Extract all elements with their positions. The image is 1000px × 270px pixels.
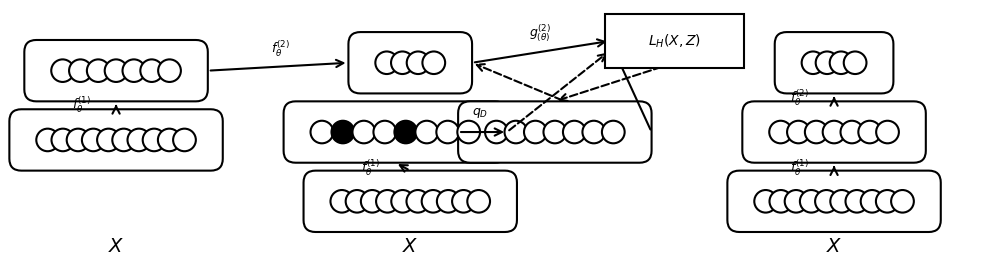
- Circle shape: [158, 59, 181, 82]
- Circle shape: [467, 190, 490, 212]
- Circle shape: [754, 190, 777, 212]
- FancyBboxPatch shape: [24, 40, 208, 101]
- Circle shape: [140, 59, 163, 82]
- Circle shape: [436, 121, 459, 143]
- FancyBboxPatch shape: [284, 101, 507, 163]
- Circle shape: [36, 129, 59, 151]
- Circle shape: [844, 52, 866, 74]
- Circle shape: [841, 121, 863, 143]
- Circle shape: [51, 59, 74, 82]
- Circle shape: [415, 121, 438, 143]
- Text: $f_{\theta}^{(1)}$: $f_{\theta}^{(1)}$: [361, 157, 380, 178]
- Text: $X$: $X$: [402, 237, 419, 256]
- Circle shape: [352, 121, 375, 143]
- Circle shape: [406, 190, 429, 212]
- Circle shape: [407, 52, 429, 74]
- Circle shape: [816, 52, 838, 74]
- Circle shape: [787, 121, 810, 143]
- Text: $X$: $X$: [108, 237, 124, 256]
- Circle shape: [158, 129, 181, 151]
- FancyBboxPatch shape: [727, 171, 941, 232]
- Circle shape: [51, 129, 74, 151]
- FancyBboxPatch shape: [458, 101, 652, 163]
- Circle shape: [128, 129, 150, 151]
- Circle shape: [769, 190, 792, 212]
- Circle shape: [87, 59, 110, 82]
- Circle shape: [485, 121, 508, 143]
- Circle shape: [123, 59, 145, 82]
- FancyBboxPatch shape: [9, 109, 223, 171]
- FancyBboxPatch shape: [348, 32, 472, 93]
- Circle shape: [800, 190, 823, 212]
- Circle shape: [311, 121, 333, 143]
- Circle shape: [391, 52, 414, 74]
- Circle shape: [105, 59, 127, 82]
- Circle shape: [805, 121, 828, 143]
- Circle shape: [391, 190, 414, 212]
- Circle shape: [815, 190, 838, 212]
- FancyBboxPatch shape: [304, 171, 517, 232]
- Text: $X$: $X$: [826, 237, 842, 256]
- FancyBboxPatch shape: [742, 101, 926, 163]
- Circle shape: [769, 121, 792, 143]
- Circle shape: [823, 121, 845, 143]
- Circle shape: [422, 190, 444, 212]
- Circle shape: [602, 121, 625, 143]
- FancyBboxPatch shape: [775, 32, 893, 93]
- Circle shape: [422, 52, 445, 74]
- Circle shape: [543, 121, 566, 143]
- Circle shape: [376, 190, 399, 212]
- Circle shape: [375, 52, 398, 74]
- Circle shape: [876, 190, 899, 212]
- Circle shape: [524, 121, 547, 143]
- Circle shape: [143, 129, 165, 151]
- Circle shape: [830, 190, 853, 212]
- Circle shape: [785, 190, 807, 212]
- Circle shape: [97, 129, 120, 151]
- Circle shape: [67, 129, 89, 151]
- Text: $q_D$: $q_D$: [472, 106, 488, 120]
- FancyBboxPatch shape: [605, 14, 744, 68]
- Circle shape: [452, 190, 475, 212]
- Text: $f_{\theta}^{(2)}$: $f_{\theta}^{(2)}$: [271, 39, 290, 59]
- Circle shape: [394, 121, 417, 143]
- Text: $g_{(\theta)}^{(2)}$: $g_{(\theta)}^{(2)}$: [529, 22, 551, 44]
- Circle shape: [858, 121, 881, 143]
- Circle shape: [582, 121, 605, 143]
- Circle shape: [563, 121, 586, 143]
- Circle shape: [846, 190, 868, 212]
- Circle shape: [330, 190, 353, 212]
- Circle shape: [437, 190, 460, 212]
- Circle shape: [112, 129, 135, 151]
- Text: $L_H(X,Z)$: $L_H(X,Z)$: [648, 32, 701, 50]
- Circle shape: [457, 121, 480, 143]
- Circle shape: [802, 52, 824, 74]
- Circle shape: [361, 190, 384, 212]
- Text: $f_{\theta}^{(2)}$: $f_{\theta}^{(2)}$: [790, 87, 809, 107]
- Circle shape: [876, 121, 899, 143]
- Circle shape: [82, 129, 105, 151]
- Circle shape: [830, 52, 852, 74]
- Circle shape: [331, 121, 354, 143]
- Circle shape: [891, 190, 914, 212]
- Text: $f_{\theta}^{(1)}$: $f_{\theta}^{(1)}$: [790, 157, 809, 178]
- Circle shape: [373, 121, 396, 143]
- Text: $f_{\theta}^{(1)}$: $f_{\theta}^{(1)}$: [72, 95, 91, 116]
- Circle shape: [69, 59, 92, 82]
- Circle shape: [861, 190, 883, 212]
- Circle shape: [173, 129, 196, 151]
- Circle shape: [346, 190, 368, 212]
- Circle shape: [505, 121, 527, 143]
